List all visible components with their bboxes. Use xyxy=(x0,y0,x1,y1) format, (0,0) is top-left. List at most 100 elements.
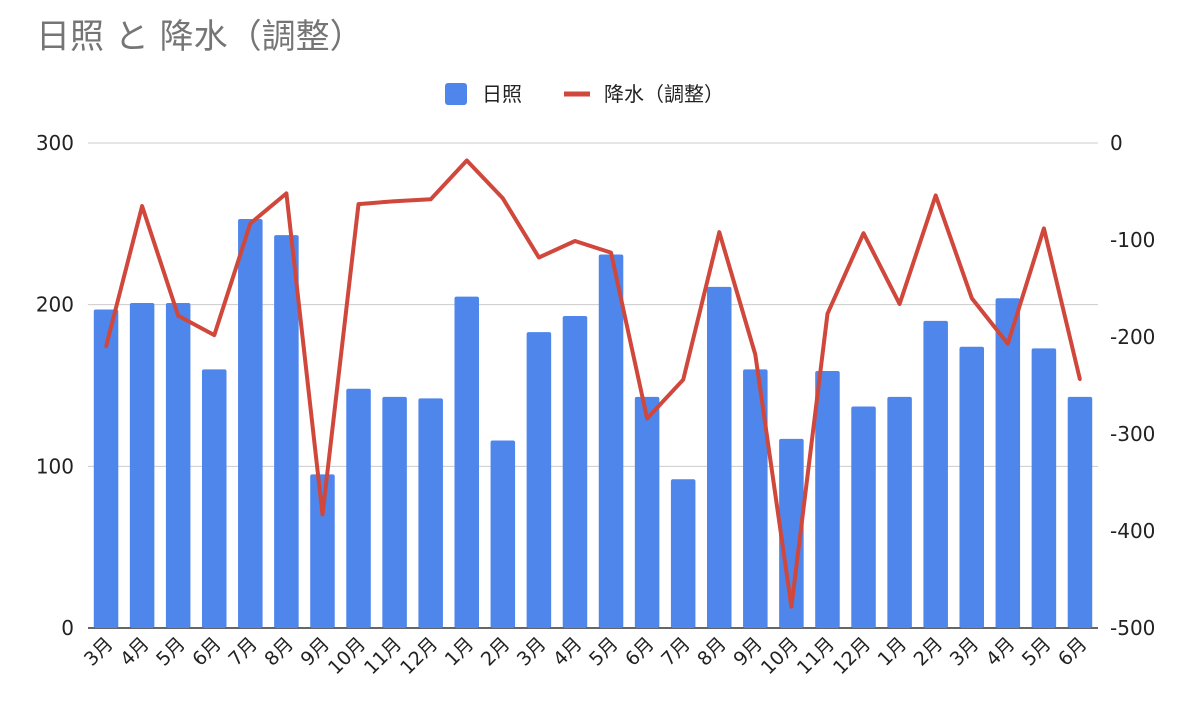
line-point xyxy=(789,605,793,609)
legend: 日照 降水（調整） xyxy=(445,82,724,106)
bar xyxy=(382,396,407,628)
x-tick-label: 10月 xyxy=(324,633,370,679)
bar xyxy=(743,369,768,628)
bar xyxy=(526,332,552,628)
line-point xyxy=(465,158,469,162)
x-tick-label: 12月 xyxy=(396,633,442,679)
x-tick-label: 4月 xyxy=(549,633,587,671)
left-tick-label: 100 xyxy=(36,454,74,478)
left-tick-label: 300 xyxy=(36,131,74,155)
x-tick-label: 4月 xyxy=(116,633,154,671)
x-tick-label: 5月 xyxy=(152,633,190,671)
bar-series-sunshine xyxy=(93,218,1093,629)
line-point xyxy=(501,196,505,200)
x-tick-label: 6月 xyxy=(1054,633,1092,671)
bar xyxy=(995,298,1021,628)
x-tick-label: 2月 xyxy=(910,633,948,671)
line-point xyxy=(970,296,974,300)
right-tick-label: -200 xyxy=(1110,325,1155,349)
line-point xyxy=(862,231,866,235)
line-point xyxy=(1006,342,1010,346)
line-point xyxy=(609,251,613,255)
x-tick-label: 4月 xyxy=(982,633,1020,671)
line-path xyxy=(104,158,1082,609)
bar xyxy=(165,303,191,628)
line-point xyxy=(140,204,144,208)
bar xyxy=(93,309,119,628)
line-point xyxy=(537,255,541,259)
legend-swatch-sunshine xyxy=(445,83,467,105)
bar xyxy=(418,398,443,628)
legend-label-sunshine: 日照 xyxy=(482,82,522,106)
x-tick-label: 2月 xyxy=(477,633,515,671)
line-point xyxy=(176,314,180,318)
x-tick-label: 8月 xyxy=(260,633,298,671)
x-tick-label: 1月 xyxy=(441,633,479,671)
x-tick-label: 1月 xyxy=(874,633,912,671)
x-axis-ticks: 3月4月5月6月7月8月9月10月11月12月1月2月3月4月5月6月7月8月9… xyxy=(80,633,1091,679)
bar xyxy=(779,438,804,628)
line-point xyxy=(717,230,721,234)
x-tick-label: 12月 xyxy=(829,633,875,679)
x-tick-label: 3月 xyxy=(80,633,118,671)
x-tick-label: 10月 xyxy=(757,633,803,679)
x-tick-label: 7月 xyxy=(657,633,695,671)
bar xyxy=(346,388,371,628)
right-tick-label: -300 xyxy=(1110,422,1155,446)
left-tick-label: 0 xyxy=(61,616,74,640)
x-tick-label: 11月 xyxy=(793,633,839,679)
line-point xyxy=(104,345,108,349)
bar xyxy=(634,396,660,628)
bar xyxy=(598,254,624,629)
bar xyxy=(1031,348,1057,628)
bar xyxy=(129,303,155,628)
bar xyxy=(562,315,588,628)
left-axis-ticks: 0 100 200 300 xyxy=(36,131,74,640)
x-tick-label: 5月 xyxy=(585,633,623,671)
line-point xyxy=(934,193,938,197)
line-point xyxy=(248,222,252,226)
right-axis-ticks: -500 -400 -300 -200 -100 0 xyxy=(1110,131,1155,640)
line-point xyxy=(645,416,649,420)
right-tick-label: -400 xyxy=(1110,519,1155,543)
bar xyxy=(238,218,263,628)
line-point xyxy=(573,239,577,243)
x-tick-label: 11月 xyxy=(360,633,406,679)
bar xyxy=(706,286,732,628)
legend-label-precip: 降水（調整） xyxy=(604,82,724,106)
bar xyxy=(274,235,299,628)
right-tick-label: -100 xyxy=(1110,228,1155,252)
bar xyxy=(851,406,876,628)
left-tick-label: 200 xyxy=(36,293,74,317)
line-point xyxy=(393,199,397,203)
bar xyxy=(1067,396,1093,628)
x-tick-label: 3月 xyxy=(513,633,551,671)
line-point xyxy=(825,312,829,316)
x-tick-label: 6月 xyxy=(188,633,226,671)
bar xyxy=(815,370,840,628)
line-point xyxy=(898,302,902,306)
line-point xyxy=(1078,378,1082,382)
x-tick-label: 7月 xyxy=(224,633,262,671)
line-point xyxy=(1042,226,1046,230)
right-tick-label: -500 xyxy=(1110,616,1155,640)
line-point xyxy=(357,202,361,206)
bar xyxy=(310,474,335,628)
line-point xyxy=(429,197,433,201)
bar xyxy=(670,479,696,628)
line-series-precip xyxy=(104,158,1082,609)
bar xyxy=(923,320,948,628)
line-point xyxy=(753,352,757,356)
bar xyxy=(959,346,985,628)
line-point xyxy=(320,513,324,517)
x-tick-label: 5月 xyxy=(1018,633,1056,671)
line-point xyxy=(284,191,288,195)
x-tick-label: 3月 xyxy=(946,633,984,671)
right-tick-label: 0 xyxy=(1110,131,1123,155)
bar xyxy=(887,396,912,628)
x-tick-label: 8月 xyxy=(693,633,731,671)
line-point xyxy=(212,333,216,337)
bar xyxy=(454,296,480,628)
bar xyxy=(201,369,227,628)
